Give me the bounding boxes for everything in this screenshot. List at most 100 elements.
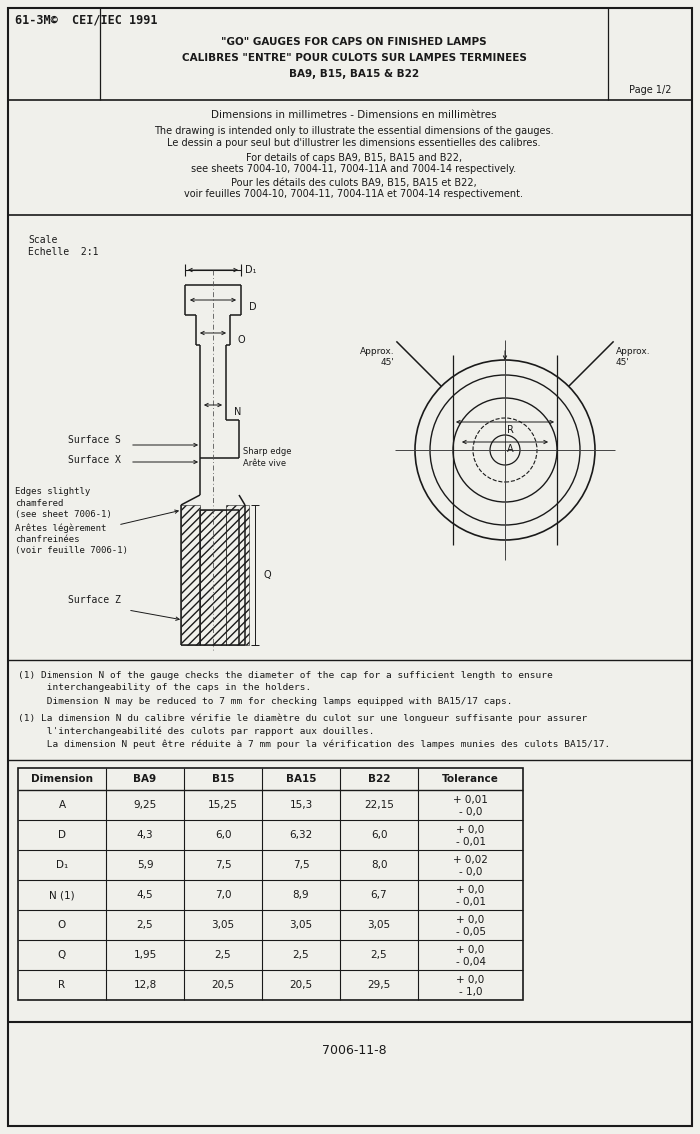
- Text: - 0,04: - 0,04: [456, 957, 486, 967]
- Text: + 0,0: + 0,0: [456, 975, 484, 985]
- Text: l'interchangeabilité des culots par rapport aux douilles.: l'interchangeabilité des culots par rapp…: [18, 726, 374, 736]
- Text: 6,32: 6,32: [289, 830, 313, 840]
- Text: Sharp edge: Sharp edge: [243, 448, 291, 457]
- Text: 4,3: 4,3: [136, 830, 153, 840]
- Text: 12,8: 12,8: [134, 980, 157, 990]
- Text: Q: Q: [263, 570, 271, 579]
- Text: Surface S: Surface S: [68, 435, 121, 445]
- Text: BA15: BA15: [286, 775, 316, 784]
- Text: - 0,01: - 0,01: [456, 897, 486, 907]
- Text: 5,9: 5,9: [136, 860, 153, 870]
- Bar: [200, 510, 226, 645]
- Text: N: N: [234, 407, 241, 417]
- Text: BA9, B15, BA15 & B22: BA9, B15, BA15 & B22: [289, 69, 419, 79]
- Text: 8,9: 8,9: [293, 890, 309, 900]
- Text: 2,5: 2,5: [293, 950, 309, 960]
- Text: 7,0: 7,0: [215, 890, 231, 900]
- Text: see sheets 7004-10, 7004-11, 7004-11A and 7004-14 respectively.: see sheets 7004-10, 7004-11, 7004-11A an…: [191, 164, 517, 174]
- Text: (see sheet 7006-1): (see sheet 7006-1): [15, 509, 112, 518]
- Text: "GO" GAUGES FOR CAPS ON FINISHED LAMPS: "GO" GAUGES FOR CAPS ON FINISHED LAMPS: [221, 37, 486, 46]
- Text: chanfreinées: chanfreinées: [15, 534, 80, 543]
- Text: 7,5: 7,5: [215, 860, 231, 870]
- Text: 45': 45': [615, 358, 629, 367]
- Text: 2,5: 2,5: [371, 950, 387, 960]
- Text: 15,3: 15,3: [289, 799, 313, 810]
- Text: D: D: [58, 830, 66, 840]
- Text: 45': 45': [381, 358, 394, 367]
- Text: Arêtes légèrement: Arêtes légèrement: [15, 523, 106, 533]
- Text: 8,0: 8,0: [371, 860, 387, 870]
- Text: Surface X: Surface X: [68, 455, 121, 465]
- Text: 2,5: 2,5: [215, 950, 231, 960]
- Text: 1,95: 1,95: [134, 950, 157, 960]
- Text: 7,5: 7,5: [293, 860, 309, 870]
- Text: + 0,0: + 0,0: [456, 826, 484, 835]
- Text: 20,5: 20,5: [289, 980, 313, 990]
- Text: voir feuilles 7004-10, 7004-11, 7004-11A et 7004-14 respectivement.: voir feuilles 7004-10, 7004-11, 7004-11A…: [185, 189, 524, 198]
- Text: 2,5: 2,5: [136, 920, 153, 930]
- Text: Dimension N may be reduced to 7 mm for checking lamps equipped with BA15/17 caps: Dimension N may be reduced to 7 mm for c…: [18, 696, 512, 705]
- Text: B15: B15: [211, 775, 235, 784]
- Text: Dimensions in millimetres - Dimensions en millimètres: Dimensions in millimetres - Dimensions e…: [211, 110, 497, 120]
- Text: Dimension: Dimension: [31, 775, 93, 784]
- Text: - 0,0: - 0,0: [458, 807, 482, 816]
- Text: For details of caps BA9, B15, BA15 and B22,: For details of caps BA9, B15, BA15 and B…: [246, 153, 462, 163]
- Text: Approx.: Approx.: [360, 347, 394, 356]
- Text: 15,25: 15,25: [208, 799, 238, 810]
- Bar: [18, 768, 523, 1000]
- Text: + 0,0: + 0,0: [456, 915, 484, 925]
- Text: Le dessin a pour seul but d'illustrer les dimensions essentielles des calibres.: Le dessin a pour seul but d'illustrer le…: [167, 138, 540, 149]
- Text: 20,5: 20,5: [211, 980, 235, 990]
- Text: 61-3M©  CEI/IEC 1991: 61-3M© CEI/IEC 1991: [15, 14, 158, 26]
- Text: Echelle  2:1: Echelle 2:1: [28, 247, 99, 257]
- Text: CALIBRES "ENTRE" POUR CULOTS SUR LAMPES TERMINEES: CALIBRES "ENTRE" POUR CULOTS SUR LAMPES …: [181, 53, 526, 64]
- Text: O: O: [58, 920, 66, 930]
- Text: + 0,01: + 0,01: [453, 795, 488, 805]
- Text: (1) Dimension N of the gauge checks the diameter of the cap for a sufficient len: (1) Dimension N of the gauge checks the …: [18, 670, 553, 679]
- Text: + 0,0: + 0,0: [456, 945, 484, 955]
- Text: 4,5: 4,5: [136, 890, 153, 900]
- Text: A: A: [58, 799, 66, 810]
- Bar: [226, 505, 249, 645]
- Text: - 0,05: - 0,05: [456, 926, 486, 937]
- Text: Tolerance: Tolerance: [442, 775, 499, 784]
- Text: La dimension N peut être réduite à 7 mm pour la vérification des lampes munies d: La dimension N peut être réduite à 7 mm …: [18, 739, 610, 748]
- Text: D₁: D₁: [245, 265, 256, 276]
- Text: Edges slightly: Edges slightly: [15, 488, 90, 497]
- Text: Pour les détails des culots BA9, B15, BA15 et B22,: Pour les détails des culots BA9, B15, BA…: [231, 178, 477, 188]
- Text: BA9: BA9: [134, 775, 157, 784]
- Text: + 0,02: + 0,02: [453, 855, 488, 865]
- Text: interchangeability of the caps in the holders.: interchangeability of the caps in the ho…: [18, 684, 312, 693]
- Text: Page 1/2: Page 1/2: [629, 85, 671, 95]
- Text: 6,7: 6,7: [371, 890, 387, 900]
- Text: R: R: [58, 980, 66, 990]
- Text: (1) La dimension N du calibre vérifie le diamètre du culot sur une longueur suff: (1) La dimension N du calibre vérifie le…: [18, 713, 587, 722]
- Text: Q: Q: [58, 950, 66, 960]
- Text: B22: B22: [368, 775, 391, 784]
- Text: 7006-11-8: 7006-11-8: [322, 1043, 386, 1057]
- Text: 9,25: 9,25: [134, 799, 157, 810]
- Text: + 0,0: + 0,0: [456, 885, 484, 895]
- Text: Surface Z: Surface Z: [68, 595, 121, 606]
- Text: 29,5: 29,5: [368, 980, 391, 990]
- Text: Scale: Scale: [28, 235, 57, 245]
- Text: - 1,0: - 1,0: [458, 987, 482, 997]
- Text: 3,05: 3,05: [289, 920, 313, 930]
- Text: Approx.: Approx.: [615, 347, 650, 356]
- Text: O: O: [238, 335, 246, 345]
- Text: 3,05: 3,05: [368, 920, 391, 930]
- Text: D₁: D₁: [56, 860, 68, 870]
- Text: chamfered: chamfered: [15, 499, 64, 508]
- Text: (voir feuille 7006-1): (voir feuille 7006-1): [15, 545, 128, 555]
- Text: 6,0: 6,0: [215, 830, 231, 840]
- Text: - 0,01: - 0,01: [456, 837, 486, 847]
- Text: A: A: [507, 445, 513, 454]
- Text: 6,0: 6,0: [371, 830, 387, 840]
- Text: 3,05: 3,05: [211, 920, 235, 930]
- Text: 22,15: 22,15: [364, 799, 394, 810]
- Bar: [181, 505, 200, 645]
- Text: R: R: [507, 425, 513, 435]
- Text: D: D: [249, 302, 257, 312]
- Text: N (1): N (1): [49, 890, 75, 900]
- Text: Arête vive: Arête vive: [243, 458, 286, 467]
